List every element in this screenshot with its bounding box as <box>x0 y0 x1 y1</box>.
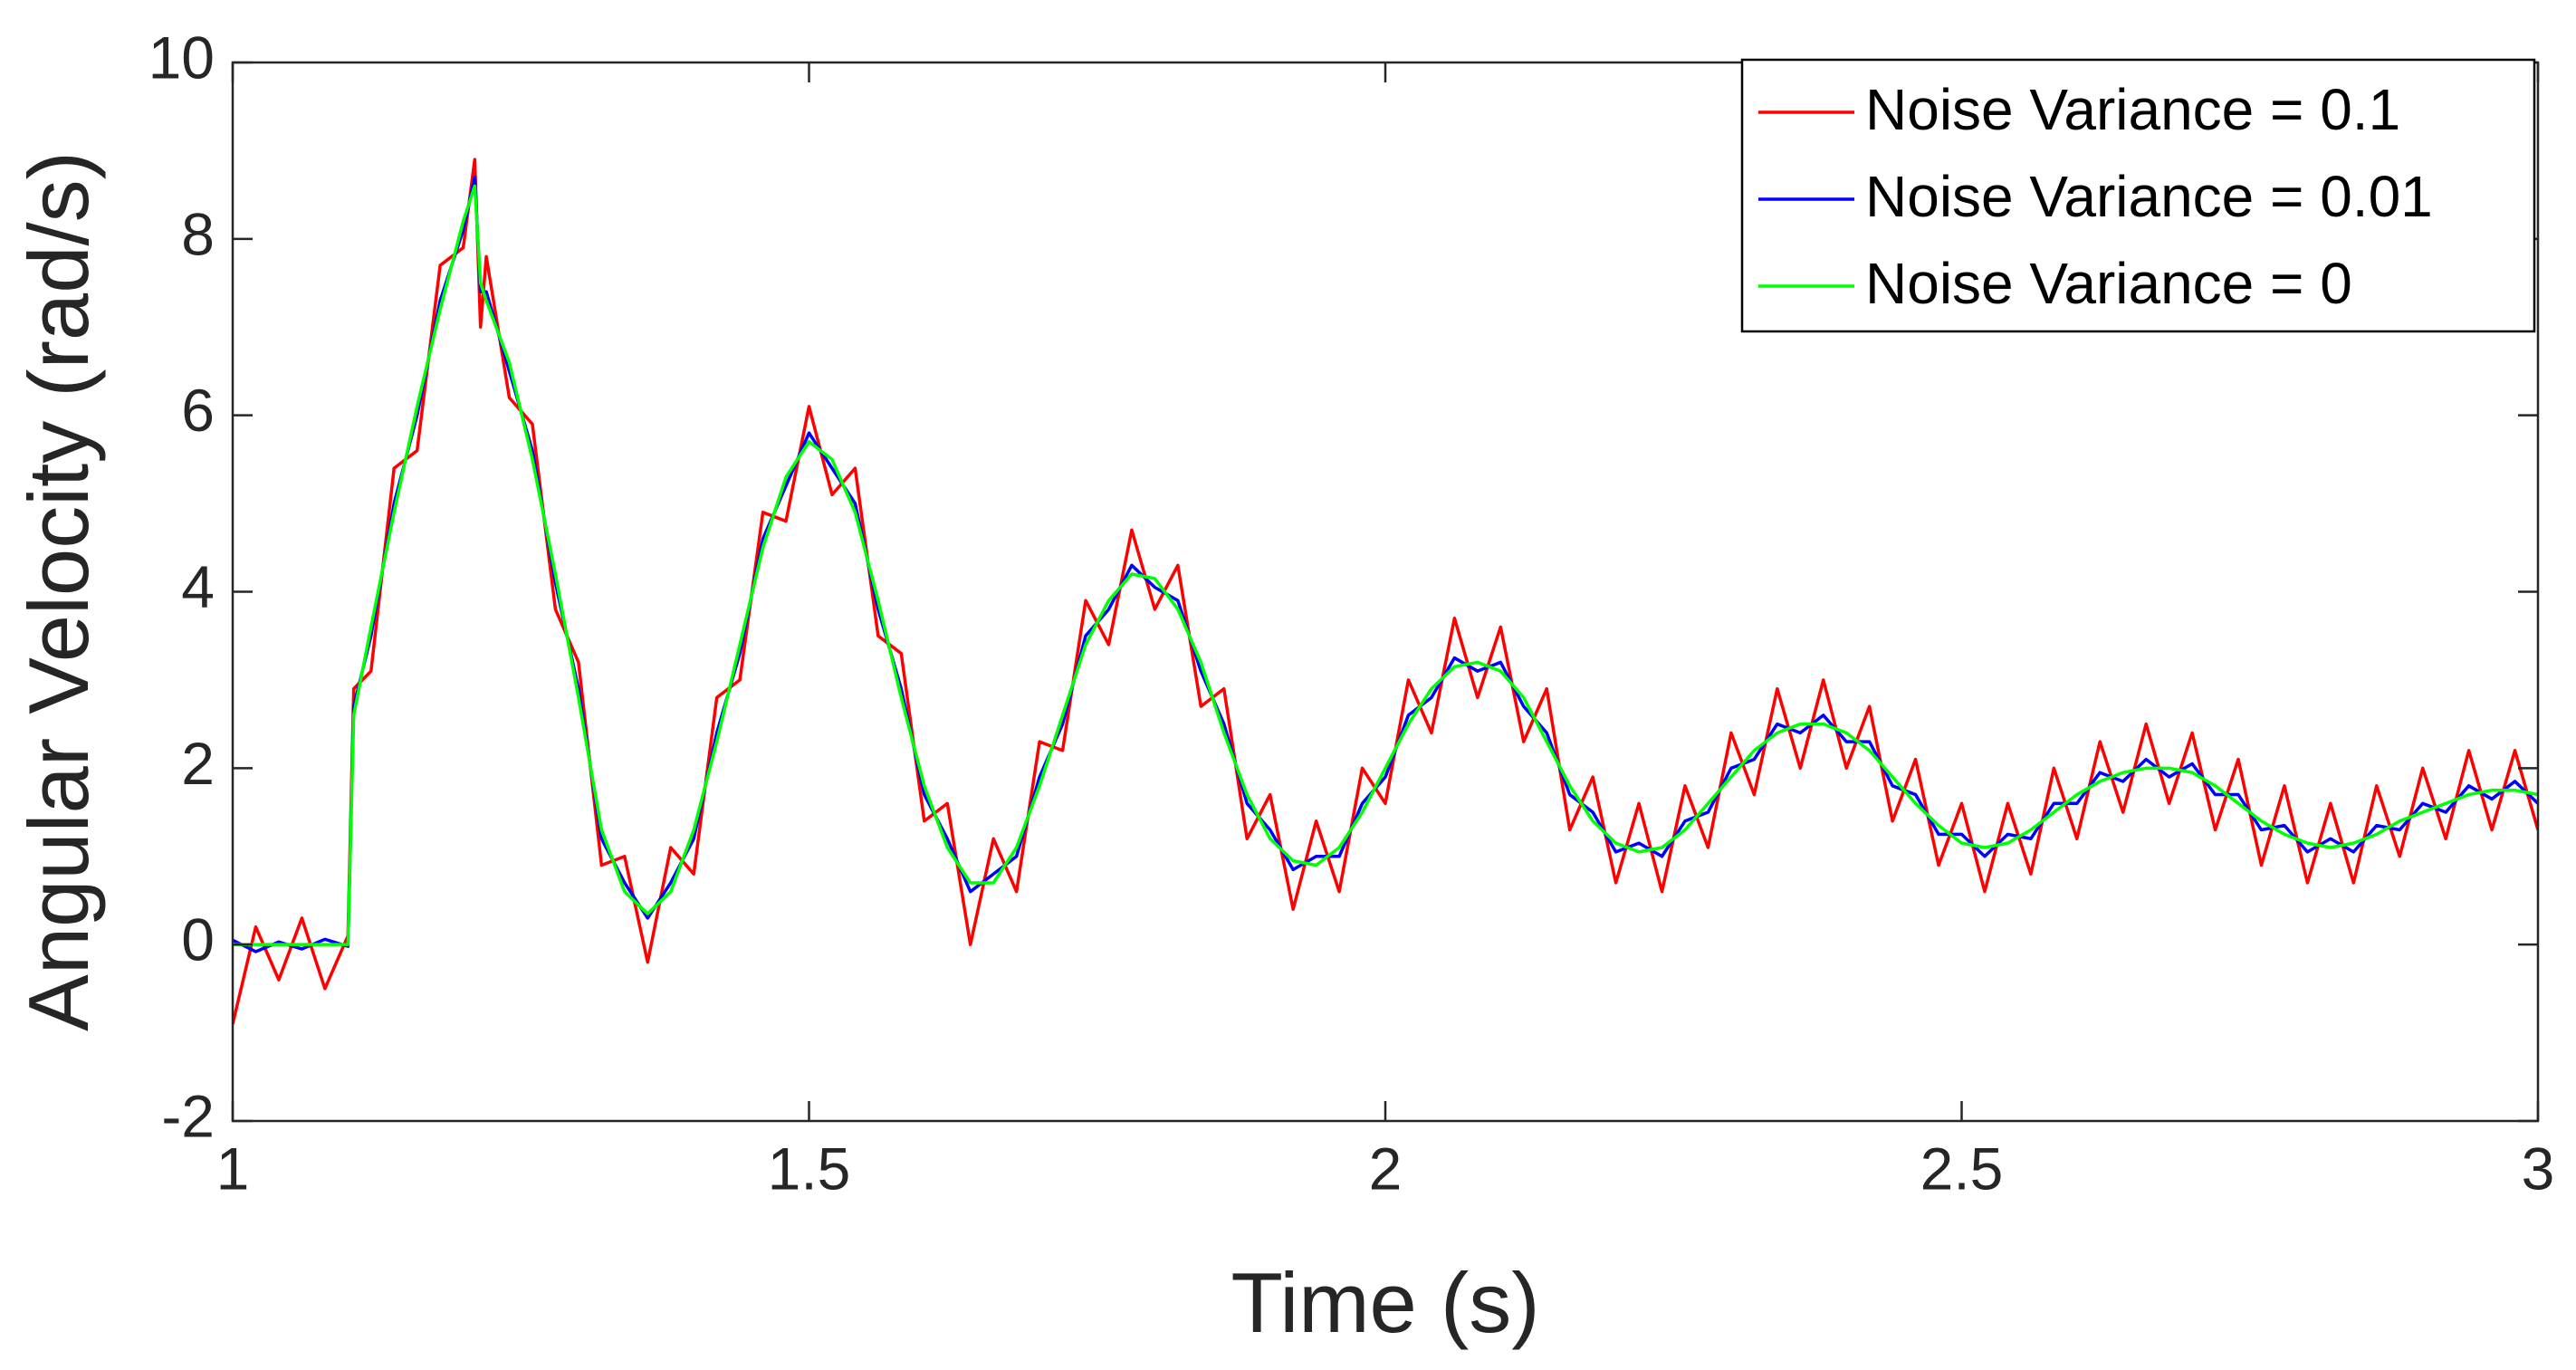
y-tick-label: -2 <box>161 1082 215 1149</box>
x-tick-label: 1.5 <box>768 1135 851 1202</box>
x-tick-label: 3 <box>2522 1135 2555 1202</box>
y-tick-label: 8 <box>181 200 215 267</box>
y-tick-label: 4 <box>181 553 215 620</box>
data-line <box>233 184 2538 946</box>
x-tick-label: 2.5 <box>1920 1135 2004 1202</box>
legend-label: Noise Variance = 0 <box>1865 251 2352 316</box>
legend-box <box>1740 58 2536 333</box>
legend: Noise Variance = 0.1 Noise Variance = 0.0… <box>1740 58 2536 333</box>
x-axis-label: Time (s) <box>1231 1255 1539 1350</box>
legend-label: Noise Variance = 0.01 <box>1865 164 2433 229</box>
y-tick-label: 6 <box>181 377 215 444</box>
x-tick-label: 1 <box>216 1135 250 1202</box>
y-axis-label: Angular Velocity (rad/s) <box>11 151 106 1031</box>
x-tick-label: 2 <box>1369 1135 1403 1202</box>
y-tick-label: 2 <box>181 730 215 797</box>
legend-label: Noise Variance = 0.1 <box>1865 77 2400 142</box>
y-tick-label: 0 <box>181 906 215 973</box>
y-tick-label: 10 <box>148 24 215 91</box>
